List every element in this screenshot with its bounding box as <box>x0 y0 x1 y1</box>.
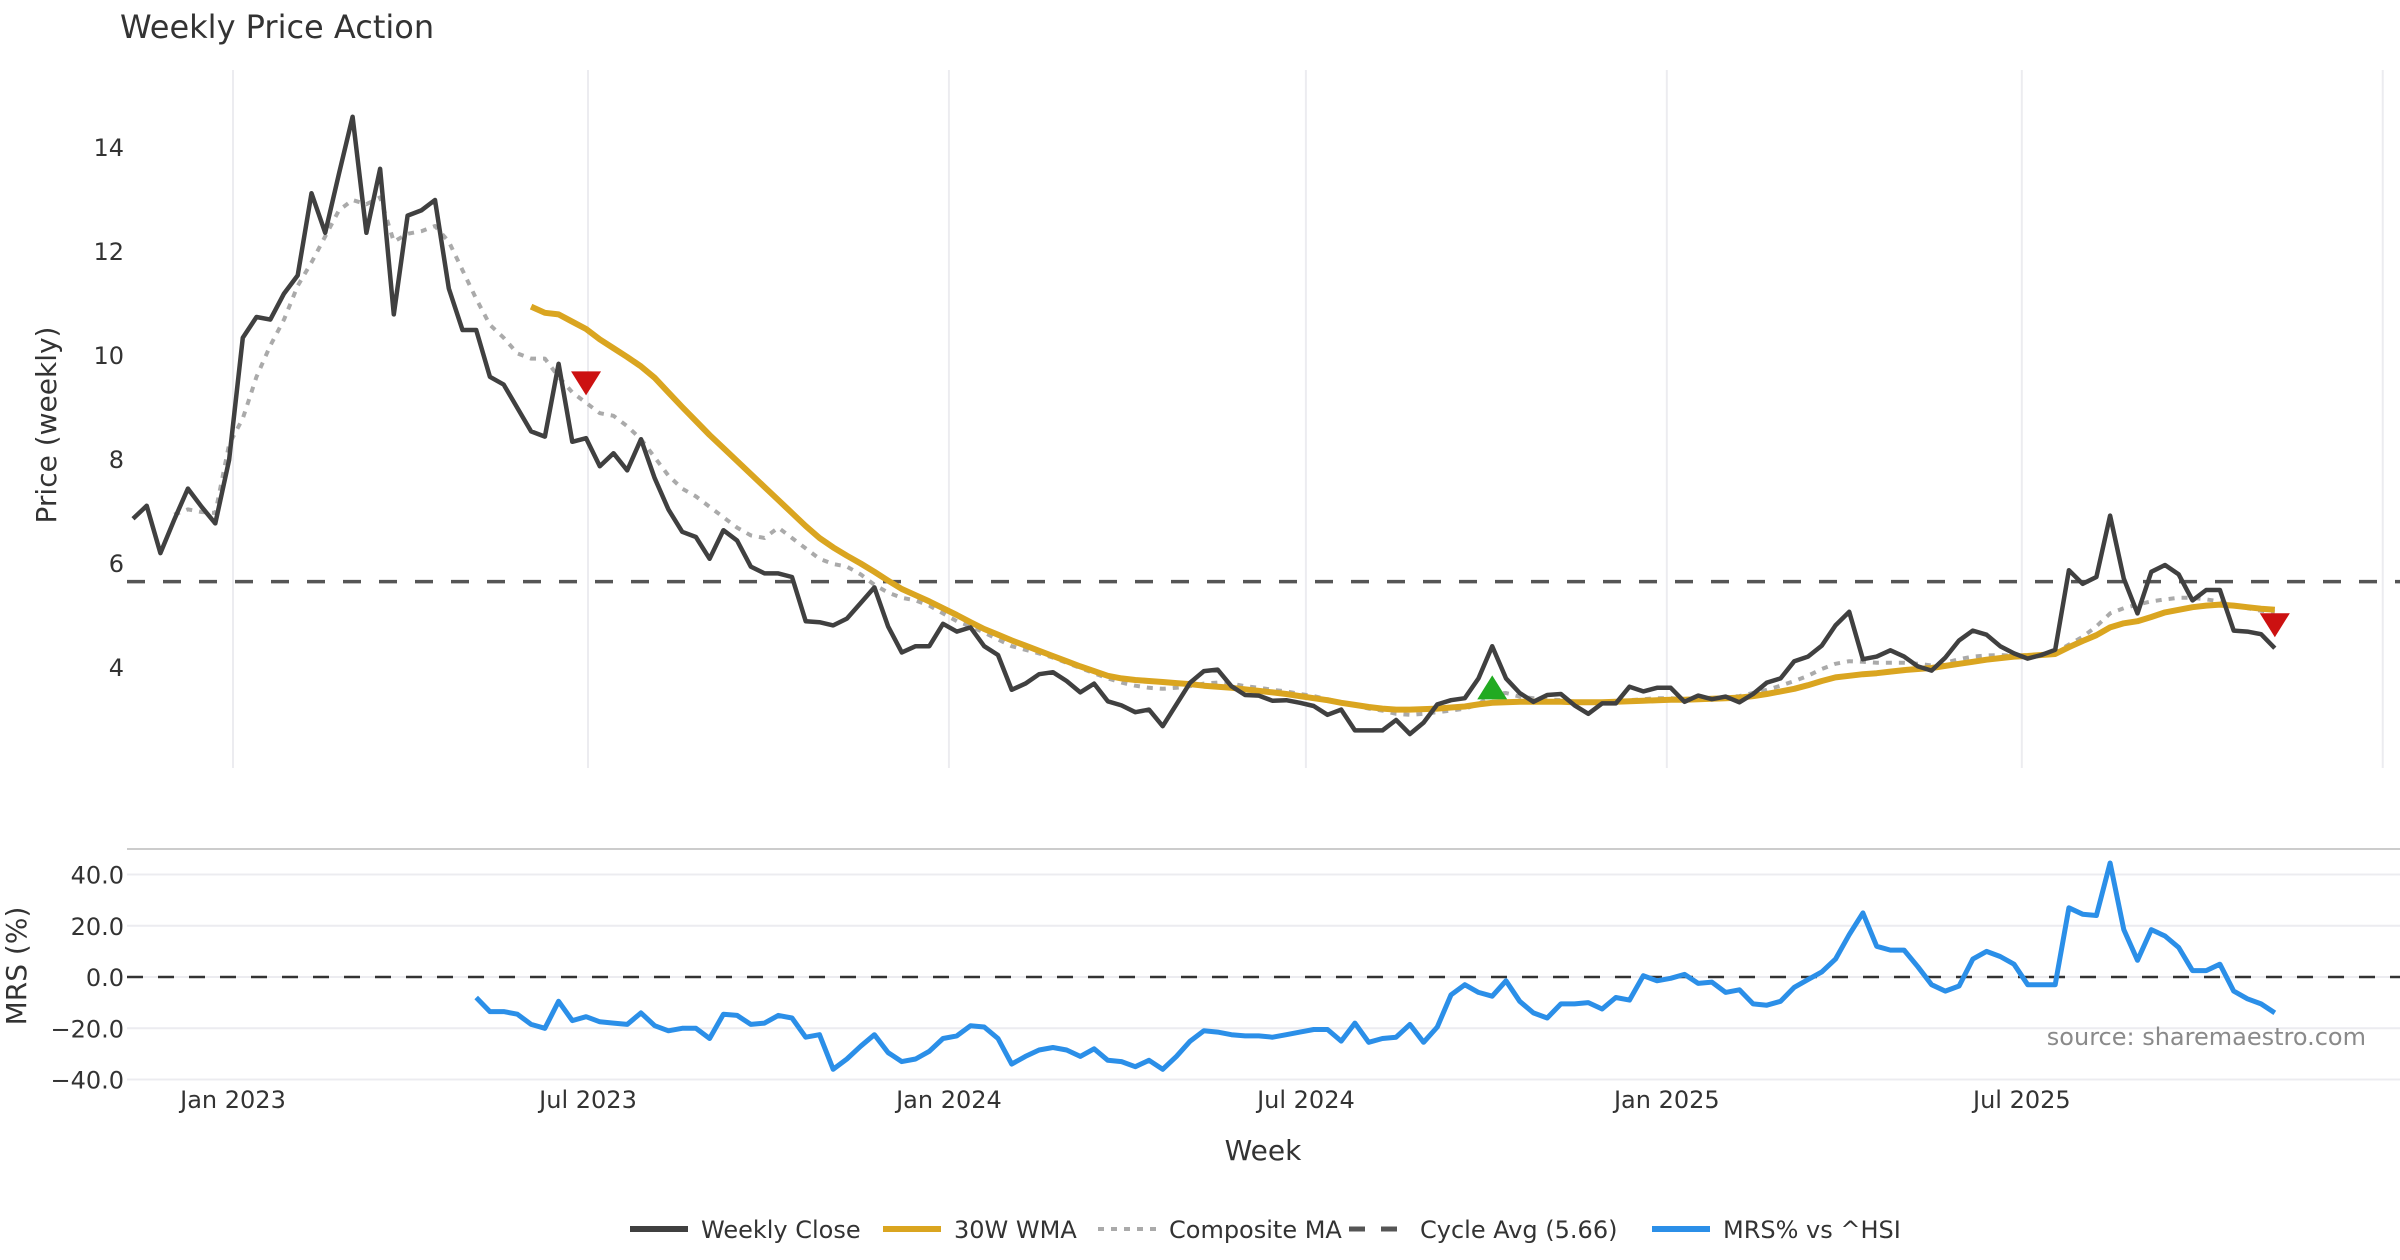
y-tick-label: −20.0 <box>50 1015 124 1043</box>
price-y-axis: 4 6 8 10 12 14 <box>93 134 124 682</box>
sell-signal-marker <box>2259 613 2290 638</box>
source-annotation: source: sharemaestro.com <box>2047 1023 2366 1051</box>
buy-signal-marker <box>1477 675 1508 700</box>
legend-item: Weekly Close <box>630 1216 861 1244</box>
mrs-series <box>474 860 2277 1072</box>
y-tick-label: 40.0 <box>71 862 124 890</box>
legend-item: Cycle Avg (5.66) <box>1349 1216 1617 1244</box>
mrs-panel: −40.0 −20.0 0.0 20.0 40.0 MRS (%) source: sh… <box>0 848 2400 1095</box>
x-axis-title: Week <box>1225 1134 1302 1167</box>
price-grid <box>232 70 2384 768</box>
y-tick-label: 6 <box>109 550 124 578</box>
legend-label: Composite MA <box>1169 1216 1342 1244</box>
x-tick-label: Jul 2024 <box>1255 1086 1355 1114</box>
y-tick-label: 14 <box>93 134 124 162</box>
y-tick-label: 8 <box>109 446 124 474</box>
legend: Weekly Close 30W WMA Composite MA Cycle Avg… <box>630 1216 1901 1244</box>
mrs-y-axis-title: MRS (%) <box>0 907 33 1026</box>
legend-label: Weekly Close <box>701 1216 861 1244</box>
y-tick-label: 4 <box>109 654 124 682</box>
price-series <box>131 114 2277 737</box>
mrs-y-axis: −40.0 −20.0 0.0 20.0 40.0 <box>50 862 124 1095</box>
y-tick-label: −40.0 <box>50 1067 124 1095</box>
x-tick-label: Jan 2023 <box>178 1086 286 1114</box>
y-tick-label: 12 <box>93 238 124 266</box>
price-y-axis-title: Price (weekly) <box>30 327 63 524</box>
legend-label: 30W WMA <box>954 1216 1077 1244</box>
x-tick-label: Jan 2025 <box>1612 1086 1720 1114</box>
legend-item: Composite MA <box>1098 1216 1342 1244</box>
series-composite-ma <box>173 195 2275 717</box>
y-tick-label: 10 <box>93 342 124 370</box>
sell-signal-marker <box>571 371 602 396</box>
legend-label: Cycle Avg (5.66) <box>1420 1216 1617 1244</box>
legend-item: 30W WMA <box>883 1216 1077 1244</box>
x-tick-label: Jul 2025 <box>1971 1086 2071 1114</box>
x-axis: Jan 2023 Jul 2023 Jan 2024 Jul 2024 Jan 2025… <box>178 1086 2071 1114</box>
legend-label: MRS% vs ^HSI <box>1723 1216 1901 1244</box>
series-30w-wma <box>529 303 2276 713</box>
series-mrs <box>474 860 2277 1072</box>
y-tick-label: 0.0 <box>86 964 124 992</box>
legend-item: MRS% vs ^HSI <box>1652 1216 1901 1244</box>
price-signals <box>571 371 2290 700</box>
chart-title: Weekly Price Action <box>120 8 434 46</box>
y-tick-label: 20.0 <box>71 913 124 941</box>
price-panel: Weekly Price Action 4 6 8 10 12 14 Price (wee… <box>30 8 2400 768</box>
x-tick-label: Jul 2023 <box>537 1086 637 1114</box>
series-weekly-close <box>131 114 2277 737</box>
x-tick-label: Jan 2024 <box>894 1086 1002 1114</box>
